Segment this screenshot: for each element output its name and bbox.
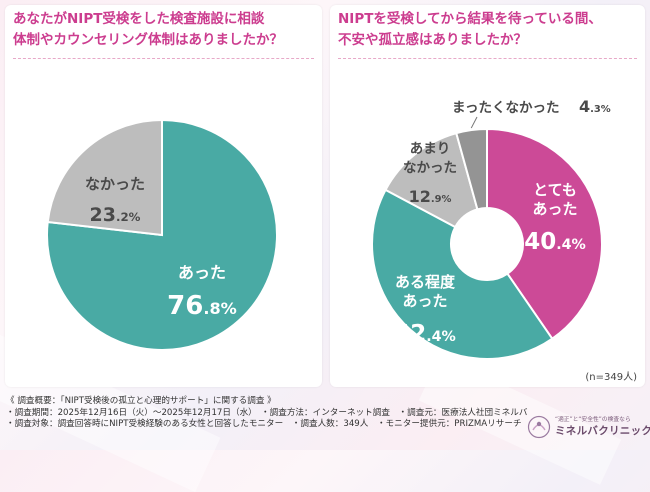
left-question-title: あなたがNIPT受検をした検査施設に相談 体制やカウンセリング体制はありましたか…: [13, 9, 318, 51]
left-title-divider: [13, 58, 314, 59]
sample-size-note: (n=349人): [585, 372, 637, 383]
right-title-line-2: 不安や孤立感はありましたか？: [338, 32, 527, 48]
slice-label-3: まったくなかった 4.3%: [452, 97, 611, 116]
slice-label-text: なかった: [85, 175, 145, 193]
left-title-line-1: あなたがNIPT受検をした検査施設に相談: [13, 11, 265, 27]
slice-value: 40.4%: [524, 229, 586, 255]
slice-label-text: ある程度: [395, 273, 456, 291]
left-chart-panel: あなたがNIPT受検をした検査施設に相談 体制やカウンセリング体制はありましたか…: [5, 5, 322, 387]
clinic-logo: “適正”と“安全性”の検査なら ミネルバクリニック: [527, 412, 650, 442]
right-title-line-1: NIPTを受検してから結果を待っている間、: [338, 11, 602, 27]
slice-value: 23.2%: [90, 204, 141, 226]
survey-target-line: ・調査対象：調査回答時にNIPT受検経験のある女性と回答したモニター ・調査人数…: [6, 419, 522, 430]
slice-value: 76.8%: [167, 291, 237, 321]
slice-leader-line: [470, 116, 478, 129]
slice-value: 4.3%: [579, 97, 611, 116]
right-question-title: NIPTを受検してから結果を待っている間、 不安や孤立感はありましたか？: [338, 9, 643, 51]
slice-value: 12.9%: [409, 187, 452, 206]
slice-label-text: あった: [402, 292, 447, 310]
slice-label-text: あった: [178, 263, 226, 282]
left-title-line-2: 体制やカウンセリング体制はありましたか？: [13, 32, 283, 48]
slice-label-text: まったくなかった: [452, 100, 559, 116]
pie-slice-1: [46, 118, 163, 237]
slice-label-1: なかった 23.2%: [85, 175, 145, 226]
survey-overview-line: 《 調査概要：「NIPT受検後の孤立と心理的サポート」に関する調査 》: [6, 396, 276, 406]
clinic-tagline: “適正”と“安全性”の検査なら: [555, 417, 631, 423]
right-donut-chart: とてもあった40.4%ある程度あった42.4%あまりなかった12.9%まったくな…: [371, 97, 611, 360]
slice-label-text: あった: [532, 200, 577, 218]
survey-period-line: ・調査期間：2025年12月16日（火）〜2025年12月17日（水） ・調査方…: [6, 407, 528, 418]
slice-label-text: あまり: [410, 141, 451, 157]
slice-label-0: あった 76.8%: [167, 263, 237, 321]
right-title-divider: [338, 58, 637, 59]
clinic-name: ミネルバクリニック: [555, 425, 650, 437]
donut-hole: [451, 208, 523, 280]
left-pie-chart: あった 76.8% なかった 23.2%: [46, 118, 278, 351]
slice-label-text: なかった: [403, 160, 457, 176]
slice-label-text: とても: [533, 181, 577, 199]
survey-footer: 《 調査概要：「NIPT受検後の孤立と心理的サポート」に関する調査 》 ・調査期…: [6, 396, 528, 431]
right-chart-panel: NIPTを受検してから結果を待っている間、 不安や孤立感はありましたか？ とても…: [330, 5, 645, 387]
clinic-logo-icon: [527, 415, 551, 439]
slice-value: 42.4%: [394, 321, 456, 347]
